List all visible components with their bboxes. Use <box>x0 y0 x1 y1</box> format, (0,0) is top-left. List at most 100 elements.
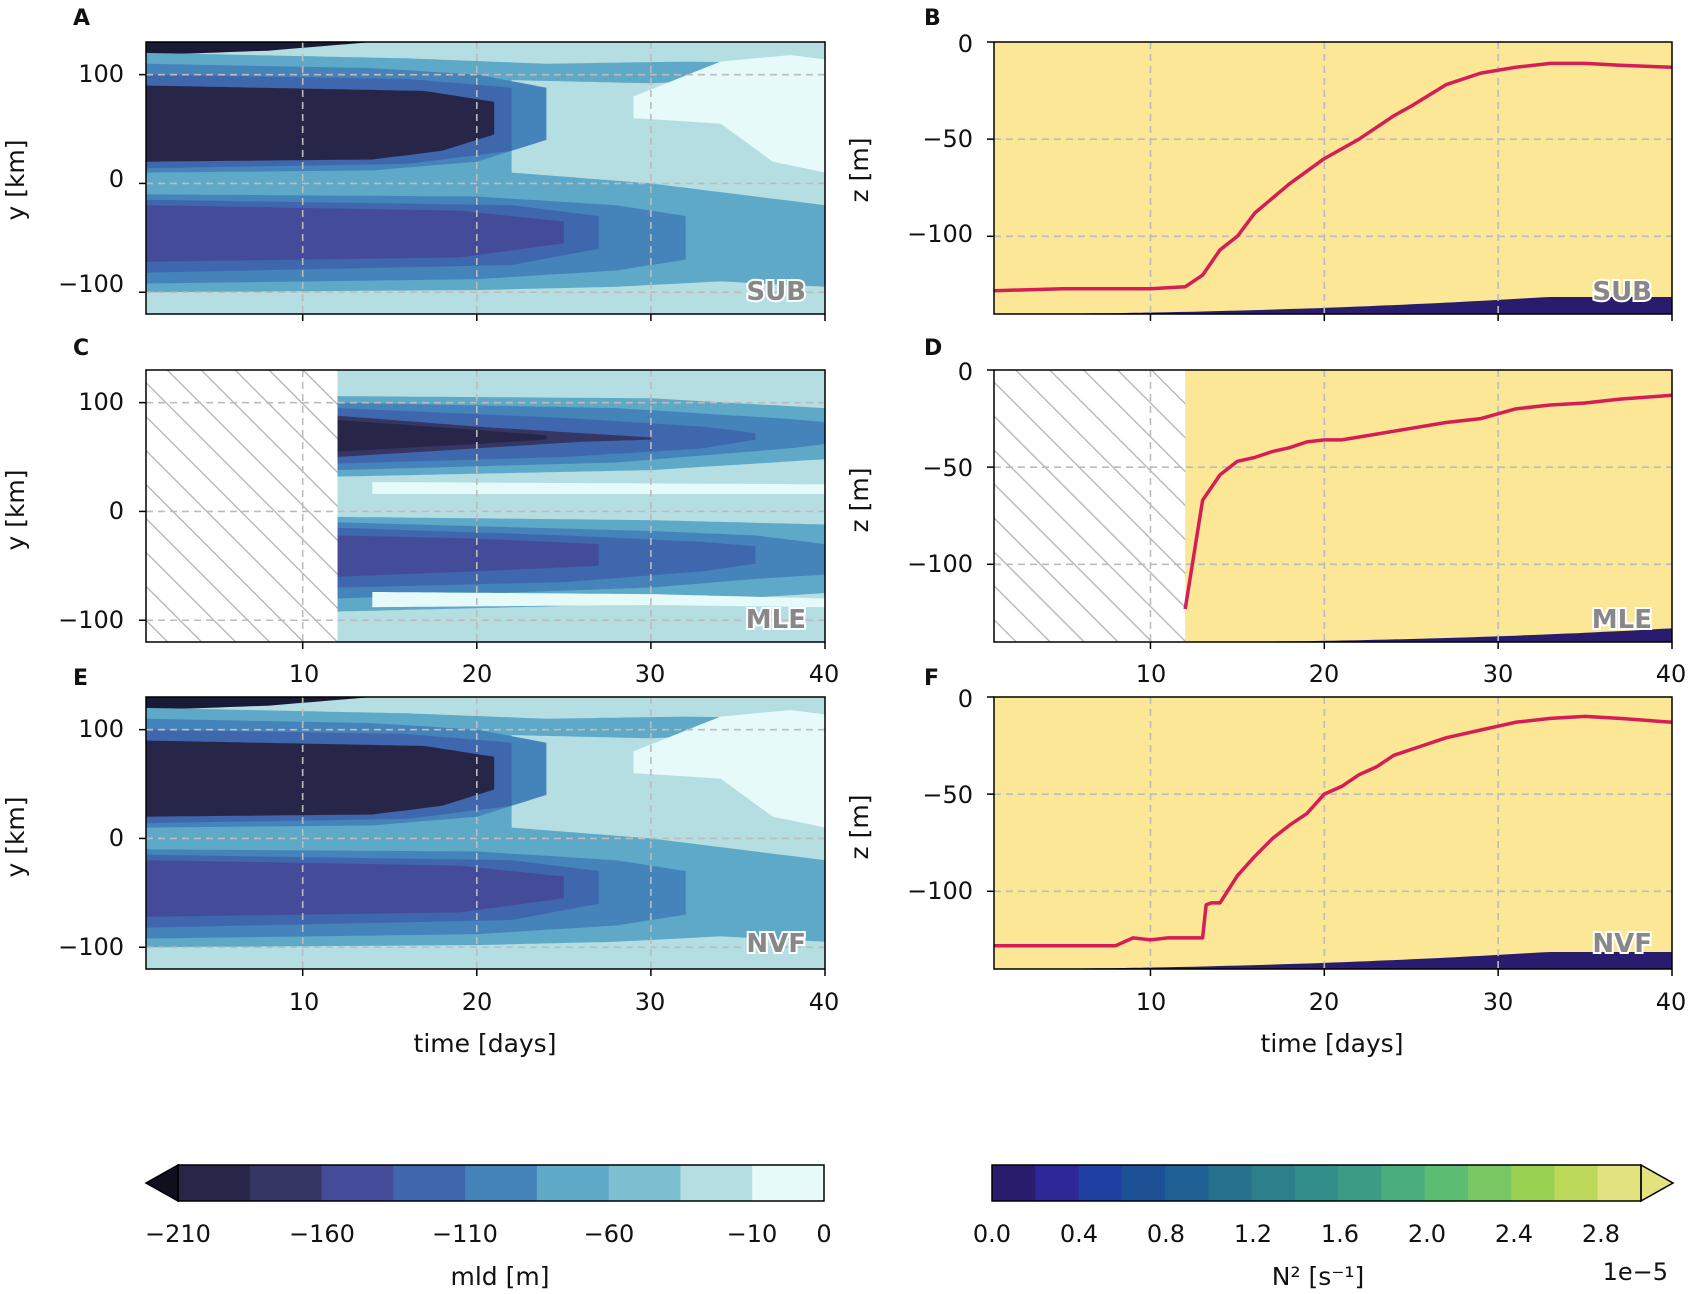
colorbar-tick-label: 2.4 <box>1495 1220 1533 1248</box>
panel-label: B <box>924 6 941 31</box>
y-axis-label: y [km] <box>1 796 30 877</box>
panel-c: C 100 0 −100 y [km] 10 20 30 40 MLE <box>1 336 839 688</box>
panel-label: D <box>924 336 942 361</box>
colorbar-tick-label: 1.6 <box>1321 1220 1359 1248</box>
colorbar-cells <box>991 1163 1675 1203</box>
colorbar-tick-label: −60 <box>584 1220 635 1248</box>
x-tick-label: 10 <box>289 660 320 688</box>
colorbar-tick-label: 0.0 <box>973 1220 1011 1248</box>
x-tick-label: 30 <box>1483 660 1514 688</box>
mld-band <box>633 55 825 173</box>
n2-band <box>994 42 1672 314</box>
mld-band <box>633 710 825 828</box>
y-tick-label: −100 <box>58 933 124 961</box>
colorbar-cell <box>1208 1165 1253 1201</box>
colorbar-cell <box>178 1165 251 1201</box>
colorbar-cell <box>321 1165 394 1201</box>
mld-band <box>146 205 564 262</box>
mld-band <box>146 42 373 56</box>
x-tick-label: 30 <box>1483 988 1514 1016</box>
mld-heatmap <box>146 370 825 642</box>
x-tick-label: 20 <box>462 660 493 688</box>
series-line <box>993 61 1673 293</box>
panel-label: E <box>73 666 88 691</box>
n2-band <box>1185 370 1672 642</box>
colorbar-extend <box>1640 1163 1675 1203</box>
run-badge: SUB <box>1592 277 1652 307</box>
y-tick-label: 100 <box>78 388 124 416</box>
colorbar-cell <box>1511 1165 1555 1201</box>
panel-d: D 0 −50 −100 z [m] 10 20 30 40 MLE <box>845 336 1686 688</box>
y-axis-label: z [m] <box>845 468 874 533</box>
colorbar-cell <box>249 1165 323 1201</box>
axes-frame <box>993 369 1673 643</box>
series-line <box>994 714 1673 948</box>
run-badge: NVF <box>1592 929 1652 959</box>
run-badge: MLE <box>1592 605 1652 635</box>
axes-frame <box>145 41 826 315</box>
y-tick-label: −50 <box>922 125 973 153</box>
colorbar-cell <box>536 1165 610 1201</box>
x-tick-label: 10 <box>1136 988 1167 1016</box>
series-line <box>1183 393 1673 610</box>
n2-heatmap <box>994 42 1672 314</box>
gridlines <box>146 370 825 642</box>
x-tick-label: 20 <box>1309 660 1340 688</box>
n2-colorbar: 0.0 0.4 0.8 1.2 1.6 2.0 2.4 2.8 1e−5 N² … <box>973 1163 1675 1291</box>
y-axis-label: y [km] <box>1 139 30 220</box>
colorbar-cell <box>1381 1165 1426 1201</box>
mld-band <box>146 85 495 162</box>
x-tick-label: 20 <box>1309 988 1340 1016</box>
y-axis-label: y [km] <box>1 469 30 550</box>
panel-label: A <box>73 6 90 31</box>
colorbar-frame <box>177 1164 825 1202</box>
y-axis-label: z [m] <box>845 138 874 203</box>
x-tick-label: 10 <box>1136 660 1167 688</box>
y-tick-label: 100 <box>78 715 124 743</box>
y-tick-label: 0 <box>109 497 124 525</box>
x-tick-label: 40 <box>1656 660 1687 688</box>
y-tick-label: −100 <box>907 550 973 578</box>
colorbar-cell <box>1294 1165 1339 1201</box>
colorbar-cells <box>144 1163 825 1203</box>
y-tick-label: 0 <box>109 824 124 852</box>
colorbar-label: mld [m] <box>451 1262 550 1291</box>
colorbar-cell <box>608 1165 681 1201</box>
panel-f: F 0 −50 −100 z [m] 10 20 30 40 time [day… <box>845 666 1686 1058</box>
y-tick-label: 0 <box>958 685 973 713</box>
y-tick-label: −100 <box>58 606 124 634</box>
axis-ticks <box>987 696 1673 976</box>
mld-colorbar: −210 −160 −110 −60 −10 0 mld [m] <box>144 1163 832 1291</box>
y-tick-label: −50 <box>922 781 973 809</box>
gridlines <box>146 42 825 314</box>
colorbar-cell <box>1467 1165 1512 1201</box>
mixed-layer-depth-line <box>994 714 1673 948</box>
mld-band <box>337 535 599 577</box>
colorbar-cell <box>752 1165 825 1201</box>
mld-band <box>372 592 825 608</box>
panel-b: B 0 −50 −100 z [m] SUB <box>845 6 1673 321</box>
x-tick-label: 30 <box>635 988 666 1016</box>
colorbar-tick-label: 0.4 <box>1060 1220 1098 1248</box>
mld-band <box>146 740 495 817</box>
panel-label: C <box>73 336 89 361</box>
y-tick-label: 0 <box>109 165 124 193</box>
panel-a: A 100 0 −100 y [km] SUB <box>1 6 826 321</box>
colorbar-cell <box>1165 1165 1209 1201</box>
axes-frame <box>145 369 826 643</box>
axes-frame <box>993 41 1673 315</box>
x-tick-label: 30 <box>635 660 666 688</box>
colorbar-cell <box>1597 1165 1642 1201</box>
mld-heatmap <box>146 42 825 314</box>
colorbar-tick-label: 1.2 <box>1234 1220 1272 1248</box>
axis-ticks <box>987 369 1673 649</box>
mld-heatmap <box>146 697 825 969</box>
gridlines <box>994 697 1672 969</box>
colorbar-tick-label: −110 <box>432 1220 498 1248</box>
run-badge: NVF <box>746 929 806 959</box>
colorbar-tick-label: 0.8 <box>1147 1220 1185 1248</box>
x-tick-label: 20 <box>462 988 493 1016</box>
y-tick-label: −100 <box>907 877 973 905</box>
hatch-pattern <box>146 370 338 642</box>
